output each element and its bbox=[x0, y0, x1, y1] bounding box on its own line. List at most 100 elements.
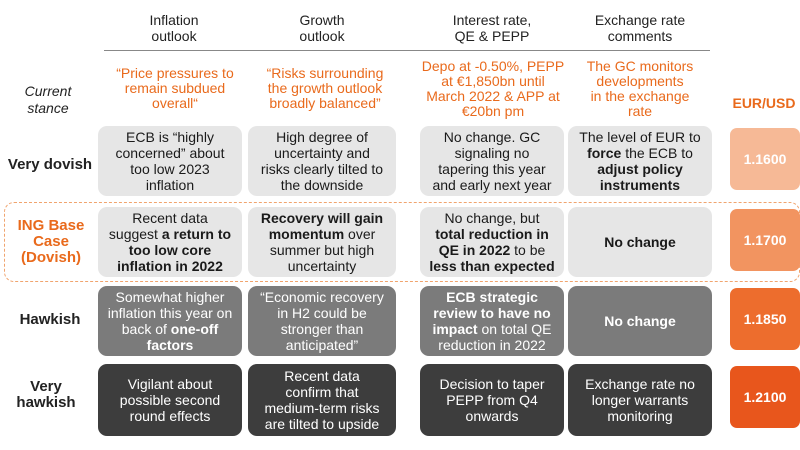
row-label-line: Case bbox=[33, 233, 69, 250]
header-inflation-line1: Inflation bbox=[149, 12, 199, 28]
cell-bold-text: impact bbox=[432, 321, 478, 337]
stance-fx-line: in the exchange bbox=[590, 88, 690, 104]
cell-base-inflation: Recent data suggest a return to too low … bbox=[98, 207, 242, 277]
header-growth-line2: outlook bbox=[299, 28, 345, 44]
eurusd-very-dovish: 1.1600 bbox=[730, 128, 800, 190]
eurusd-hawkish: 1.1850 bbox=[730, 288, 800, 350]
stance-growth-line: the growth outlook bbox=[267, 80, 383, 96]
stance-rates: Depo at -0.50%, PEPP at €1,850bn until M… bbox=[410, 59, 576, 119]
cell-text: back of bbox=[121, 321, 171, 337]
cell-hawkish-fx: No change bbox=[568, 286, 712, 356]
cell-line: suggest a return to bbox=[109, 226, 231, 242]
cell-line: Recent data bbox=[284, 368, 360, 384]
cell-line: total reduction in bbox=[435, 226, 549, 242]
cell-line: PEPP from Q4 bbox=[446, 392, 538, 408]
row-label-very-dovish: Very dovish bbox=[4, 157, 96, 173]
stance-inflation-line: “Price pressures to bbox=[116, 65, 234, 81]
stance-fx: The GC monitors developments in the exch… bbox=[566, 59, 714, 119]
cell-hawkish-rates: ECB strategic review to have no impact o… bbox=[420, 286, 564, 356]
cell-line: in H2 could be bbox=[277, 305, 367, 321]
row-label-line: Very dovish bbox=[7, 156, 93, 173]
row-label-base-case: ING Base Case (Dovish) bbox=[8, 218, 94, 266]
header-rates-line2: QE & PEPP bbox=[454, 28, 530, 44]
row-label-line: (Dovish) bbox=[21, 249, 81, 266]
row-label-very-hawkish: Very hawkish bbox=[6, 379, 86, 411]
cell-line: ECB strategic bbox=[446, 289, 538, 305]
stance-fx-line: developments bbox=[596, 73, 684, 89]
cell-very-hawkish-inflation: Vigilant about possible second round eff… bbox=[98, 364, 242, 436]
stance-growth: “Risks surrounding the growth outlook br… bbox=[250, 66, 400, 111]
cell-line: uncertainty and bbox=[274, 145, 370, 161]
stance-rates-line: at €1,850bn until bbox=[441, 73, 545, 89]
cell-very-dovish-fx: The level of EUR to force the ECB to adj… bbox=[568, 126, 712, 196]
cell-line: are tilted to upside bbox=[264, 416, 380, 432]
cell-line: review to have no bbox=[433, 305, 551, 321]
cell-line: the downside bbox=[280, 177, 364, 193]
cell-line: risks clearly tilted to bbox=[260, 161, 384, 177]
header-exchange-rate: Exchange rate comments bbox=[568, 12, 712, 44]
cell-line: impact on total QE bbox=[432, 321, 551, 337]
cell-very-hawkish-growth: Recent data confirm that medium-term ris… bbox=[248, 364, 396, 436]
stance-rates-line: Depo at -0.50%, PEPP bbox=[421, 58, 565, 74]
cell-line: signaling no bbox=[454, 145, 530, 161]
cell-base-growth: Recovery will gain momentum over summer … bbox=[248, 207, 396, 277]
row-label-line: Very bbox=[30, 378, 62, 395]
cell-very-dovish-inflation: ECB is “highly concerned” about too low … bbox=[98, 126, 242, 196]
cell-bold-text: force bbox=[587, 145, 622, 161]
header-inflation-line2: outlook bbox=[151, 28, 197, 44]
header-growth-outlook: Growth outlook bbox=[252, 12, 392, 44]
current-stance-line2: stance bbox=[27, 100, 69, 116]
stance-fx-line: The GC monitors bbox=[586, 58, 694, 74]
stance-rates-line: March 2022 & APP at bbox=[426, 88, 560, 104]
stance-rates-line: €20bn pm bbox=[461, 103, 525, 119]
row-label-hawkish: Hawkish bbox=[4, 312, 96, 328]
cell-hawkish-inflation: Somewhat higher inflation this year on b… bbox=[98, 286, 242, 356]
header-fx-line2: comments bbox=[607, 28, 673, 44]
cell-base-fx: No change bbox=[568, 207, 712, 277]
header-rates-line1: Interest rate, bbox=[452, 12, 532, 28]
current-stance-line1: Current bbox=[24, 83, 72, 99]
cell-line: longer warrants bbox=[591, 392, 689, 408]
cell-line: No change, but bbox=[444, 210, 540, 226]
cell-line: confirm that bbox=[285, 384, 359, 400]
cell-line: possible second bbox=[119, 392, 221, 408]
cell-line: concerned” about bbox=[115, 145, 225, 161]
cell-line: Somewhat higher bbox=[115, 289, 225, 305]
row-label-line: ING Base bbox=[17, 217, 85, 234]
cell-line: Decision to taper bbox=[439, 376, 545, 392]
cell-line: stronger than bbox=[280, 321, 364, 337]
row-label-line: Hawkish bbox=[19, 311, 81, 328]
cell-line: anticipated” bbox=[285, 337, 359, 353]
cell-line: back of one-off bbox=[108, 321, 233, 337]
cell-line: The level of EUR to bbox=[579, 129, 701, 145]
eurusd-very-hawkish: 1.2100 bbox=[730, 366, 800, 428]
cell-line: summer but high bbox=[269, 242, 375, 258]
cell-line: less than expected bbox=[429, 258, 555, 274]
cell-line: force the ECB to bbox=[579, 145, 700, 161]
cell-text: the ECB to bbox=[621, 145, 693, 161]
cell-line: uncertainty bbox=[287, 258, 357, 274]
cell-line: and early next year bbox=[432, 177, 552, 193]
cell-line: inflation this year on bbox=[107, 305, 233, 321]
cell-line: Recent data bbox=[132, 210, 208, 226]
cell-line: QE in 2022 to be bbox=[429, 242, 554, 258]
cell-line: Vigilant about bbox=[127, 376, 213, 392]
cell-base-rates: No change, but total reduction in QE in … bbox=[420, 207, 564, 277]
cell-text: to be bbox=[510, 242, 546, 258]
cell-very-hawkish-fx: Exchange rate no longer warrants monitor… bbox=[568, 364, 712, 436]
cell-line: round effects bbox=[129, 408, 211, 424]
cell-line: “Economic recovery bbox=[260, 289, 384, 305]
stance-growth-line: “Risks surrounding bbox=[266, 65, 384, 81]
cell-line: instruments bbox=[599, 177, 681, 193]
cell-hawkish-growth: “Economic recovery in H2 could be strong… bbox=[248, 286, 396, 356]
cell-line: too low core bbox=[128, 242, 212, 258]
stance-inflation-line: overall“ bbox=[152, 95, 198, 111]
cell-line: inflation bbox=[145, 177, 195, 193]
cell-line: factors bbox=[146, 337, 194, 353]
cell-line: monitoring bbox=[607, 408, 673, 424]
stance-growth-line: broadly balanced” bbox=[269, 95, 381, 111]
cell-line: medium-term risks bbox=[264, 400, 380, 416]
cell-text: on total QE bbox=[477, 321, 552, 337]
cell-line: High degree of bbox=[276, 129, 368, 145]
cell-bold-text: a return to bbox=[161, 226, 232, 242]
